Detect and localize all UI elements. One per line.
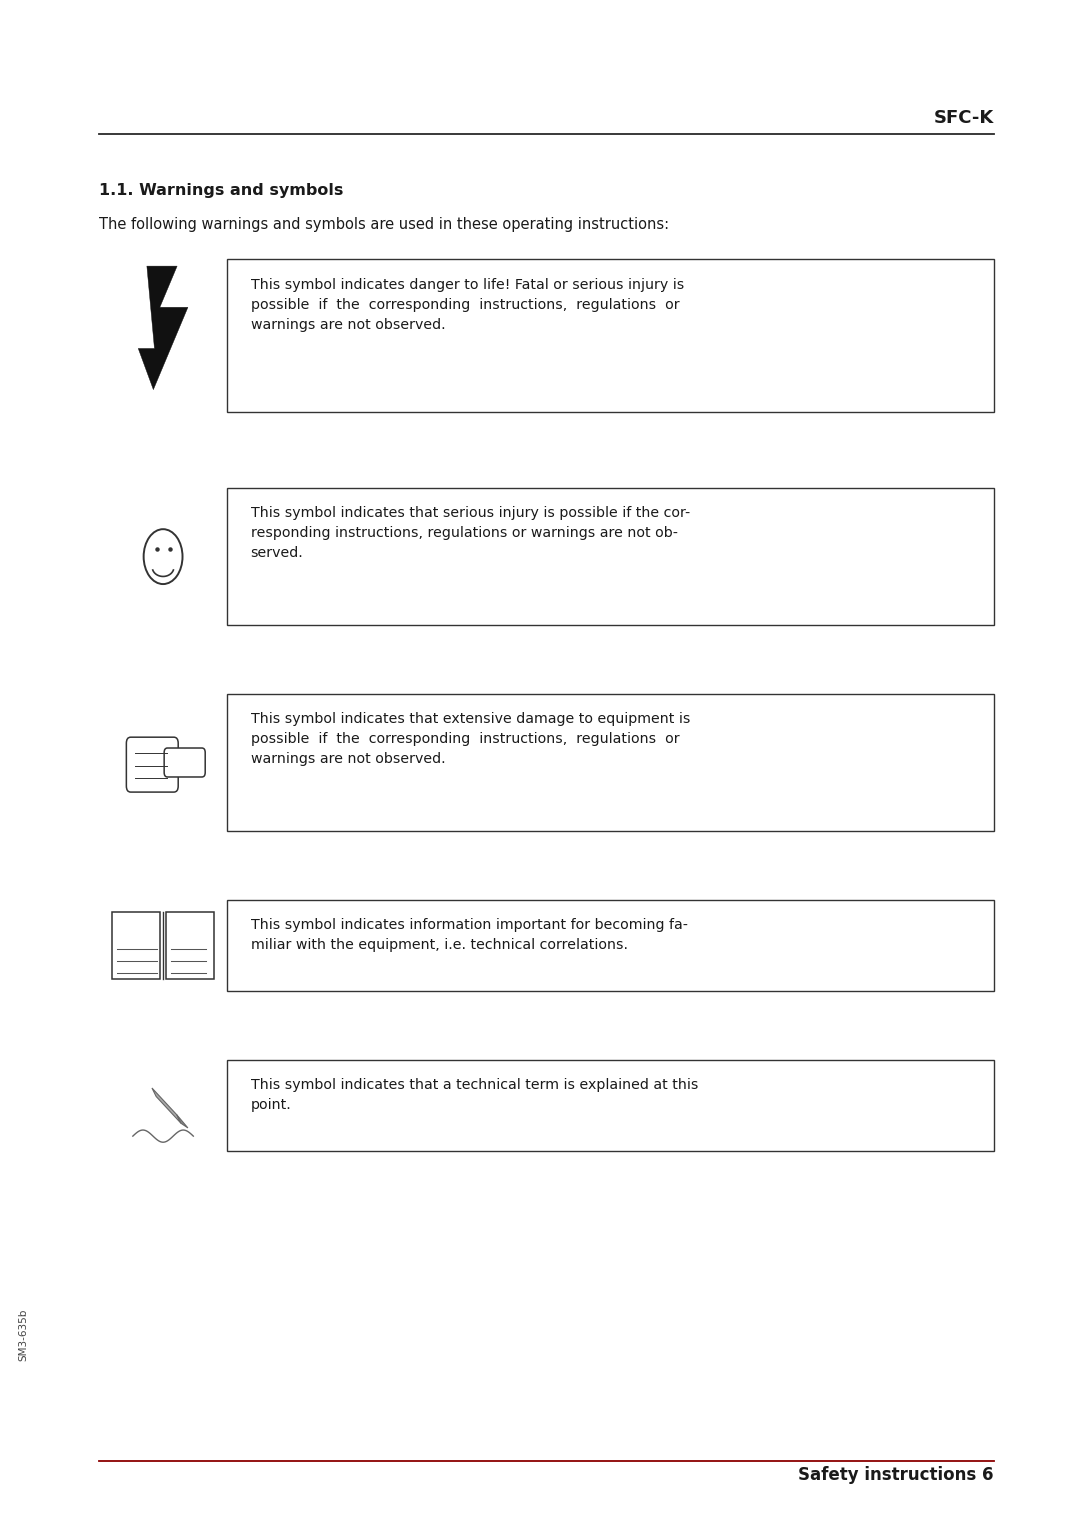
Text: This symbol indicates that extensive damage to equipment is
possible  if  the  c: This symbol indicates that extensive dam… [251, 712, 690, 766]
Text: This symbol indicates danger to life! Fatal or serious injury is
possible  if  t: This symbol indicates danger to life! Fa… [251, 278, 684, 331]
FancyBboxPatch shape [166, 912, 214, 979]
Text: SM3-635b: SM3-635b [18, 1308, 29, 1360]
FancyBboxPatch shape [112, 912, 160, 979]
FancyBboxPatch shape [227, 259, 994, 412]
Polygon shape [152, 1087, 181, 1124]
Text: SFC-K: SFC-K [933, 108, 994, 127]
FancyBboxPatch shape [227, 1060, 994, 1151]
Text: This symbol indicates that serious injury is possible if the cor-
responding ins: This symbol indicates that serious injur… [251, 506, 690, 560]
FancyBboxPatch shape [227, 488, 994, 625]
Text: This symbol indicates that a technical term is explained at this
point.: This symbol indicates that a technical t… [251, 1078, 698, 1112]
Text: The following warnings and symbols are used in these operating instructions:: The following warnings and symbols are u… [99, 217, 670, 232]
FancyBboxPatch shape [126, 737, 178, 791]
Text: 1.1. Warnings and symbols: 1.1. Warnings and symbols [99, 183, 343, 198]
FancyBboxPatch shape [227, 900, 994, 991]
FancyBboxPatch shape [227, 694, 994, 831]
FancyBboxPatch shape [164, 749, 205, 778]
Text: Safety instructions 6: Safety instructions 6 [798, 1466, 994, 1484]
Text: This symbol indicates information important for becoming fa-
miliar with the equ: This symbol indicates information import… [251, 918, 688, 952]
Polygon shape [138, 265, 188, 389]
Polygon shape [177, 1115, 188, 1128]
